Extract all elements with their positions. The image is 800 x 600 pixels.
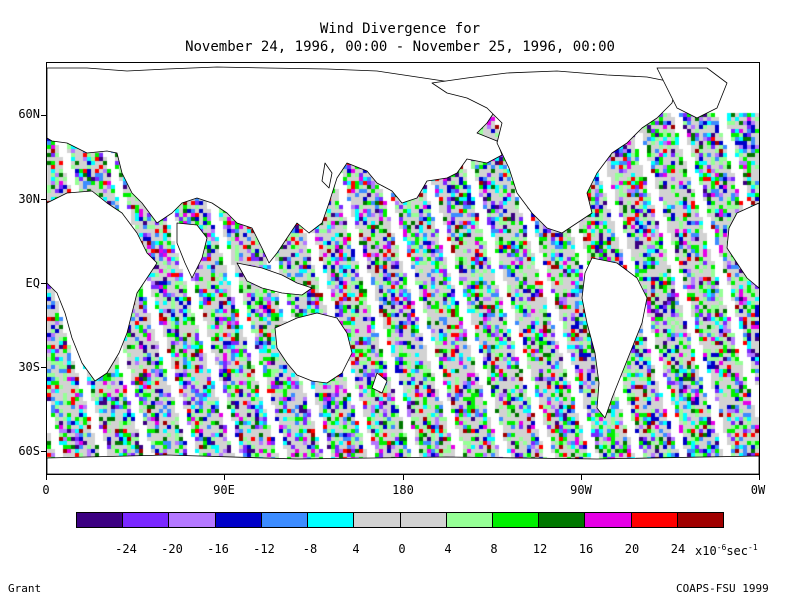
map-title: Wind Divergence for xyxy=(319,21,481,37)
colorbar-swatch xyxy=(446,513,493,527)
lat-tick xyxy=(41,451,46,452)
lat-tick xyxy=(41,367,46,368)
map-subtitle-date-range: November 24, 1996, 00:00 - November 25, … xyxy=(185,39,615,55)
colorbar-tick-label: 4 xyxy=(352,542,360,556)
colorbar-tick-label: 8 xyxy=(490,542,498,556)
colorbar-swatch xyxy=(169,513,216,527)
lat-tick xyxy=(41,115,46,116)
lat-label-60s: 60S xyxy=(18,444,40,458)
colorbar-tick-label: 24 xyxy=(670,542,686,556)
indonesia-islands xyxy=(236,262,313,296)
colorbar-swatch xyxy=(677,513,724,527)
south-america-landmass xyxy=(581,257,648,419)
greenland xyxy=(656,67,728,119)
colorbar-swatch xyxy=(261,513,309,527)
new-zealand xyxy=(371,372,388,394)
lat-label-30n: 30N xyxy=(18,192,40,206)
units-prefix: x10 xyxy=(695,544,717,558)
colorbar-swatch xyxy=(215,513,262,527)
units-suffix-exponent: -1 xyxy=(748,543,758,552)
lon-tick xyxy=(581,475,582,480)
colorbar-tick-label: -8 xyxy=(302,542,318,556)
lon-tick xyxy=(46,475,47,480)
colorbar-tick-label: 20 xyxy=(624,542,640,556)
coastlines xyxy=(47,66,759,474)
lon-label-180: 180 xyxy=(392,483,414,497)
colorbar-tick-label: -20 xyxy=(161,542,183,556)
colorbar-swatch xyxy=(123,513,170,527)
lat-tick xyxy=(41,283,46,284)
lon-label-90w: 90W xyxy=(570,483,592,497)
institution-credit: COAPS-FSU 1999 xyxy=(676,582,769,595)
colorbar-tick-label: -12 xyxy=(253,542,275,556)
colorbar-swatch xyxy=(492,513,540,527)
map-panel xyxy=(46,62,760,475)
lon-label-0w: 0W xyxy=(750,483,766,497)
lat-tick xyxy=(41,199,46,200)
author-credit: Grant xyxy=(8,582,42,595)
lat-label-eq: EQ xyxy=(25,276,40,290)
colorbar-tick-label: -24 xyxy=(115,542,137,556)
colorbar-tick-label: -16 xyxy=(207,542,229,556)
colorbar-tick-label: 12 xyxy=(532,542,548,556)
lon-tick xyxy=(403,475,404,480)
colorbar-tick-label: 4 xyxy=(444,542,452,556)
lon-label-0: 0 xyxy=(42,483,50,497)
japan-islands xyxy=(321,162,333,189)
lon-tick xyxy=(224,475,225,480)
lon-label-90e: 90E xyxy=(213,483,235,497)
australia-landmass xyxy=(274,312,353,384)
lat-label-60n: 60N xyxy=(18,107,40,121)
colorbar-swatch xyxy=(539,513,586,527)
colorbar-tick-label: 16 xyxy=(578,542,594,556)
lat-label-30s: 30S xyxy=(18,360,40,374)
colorbar-tick-label: 0 xyxy=(398,542,406,556)
colorbar-swatch xyxy=(308,513,355,527)
africa-landmass xyxy=(47,190,158,382)
colorbar-units: x10-6sec-1 xyxy=(695,541,758,558)
units-exponent: -6 xyxy=(716,543,727,552)
units-suffix: sec xyxy=(726,544,749,558)
colorbar-swatch xyxy=(354,513,401,527)
colorbar-swatch xyxy=(631,513,678,527)
africa-west-landmass xyxy=(726,202,759,289)
colorbar-swatch xyxy=(77,513,124,527)
color-scale-bar xyxy=(76,512,724,528)
colorbar-swatch xyxy=(585,513,632,527)
lon-tick xyxy=(759,475,760,480)
north-america-landmass xyxy=(431,70,678,234)
colorbar-swatch xyxy=(400,513,447,527)
india-subcontinent xyxy=(176,222,208,279)
antarctica-edge xyxy=(47,454,759,474)
